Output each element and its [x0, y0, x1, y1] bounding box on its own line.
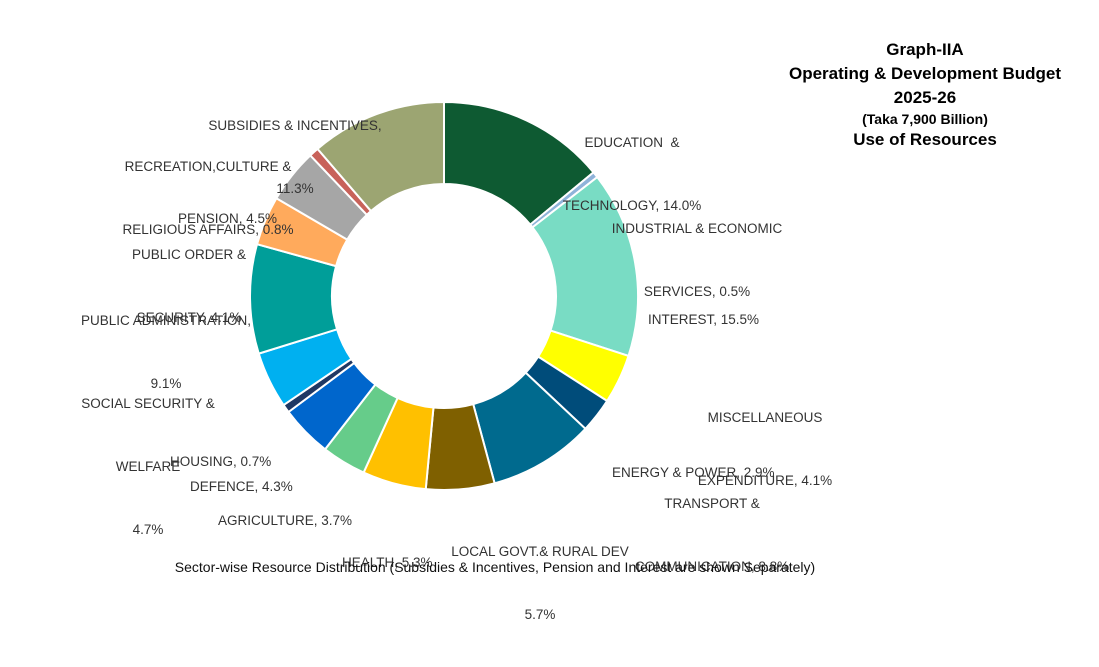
slice-label-local-govt: LOCAL GOVT.& RURAL DEV 5.7%: [448, 499, 632, 667]
slice-label-education: EDUCATION & TECHNOLOGY, 14.0%: [552, 90, 712, 258]
slice-label-line: SECURITY, 4.1%: [136, 310, 242, 325]
slice-label-line: COMMUNICATION, 8.8%: [634, 559, 790, 574]
slice-label-line: TECHNOLOGY, 14.0%: [562, 198, 702, 213]
slice-label-line: INTEREST, 15.5%: [648, 312, 760, 327]
chart-title-line-5: Use of Resources: [853, 130, 997, 149]
slice-label-defence: DEFENCE, 4.3%: [190, 434, 293, 539]
slice-label-pension: PENSION, 4.5%: [178, 166, 277, 271]
slice-label-miscellaneous: MISCELLANEOUS EXPENDITURE, 4.1%: [690, 365, 840, 533]
slice-label-line: RECREATION,CULTURE &: [124, 159, 292, 174]
slice-label-energy: ENERGY & POWER, 2.9%: [612, 420, 775, 525]
slice-label-line: WELFARE: [115, 459, 181, 474]
slice-label-industrial: INDUSTRIAL & ECONOMIC SERVICES, 0.5%: [606, 176, 788, 344]
slice-label-transport: TRANSPORT & COMMUNICATION, 8.8%: [628, 451, 796, 619]
chart-title-line-3: 2025-26: [893, 88, 957, 107]
slice-label-line: SERVICES, 0.5%: [643, 284, 751, 299]
donut-svg: [249, 100, 639, 491]
chart-title-line-1: Graph-IIA: [886, 40, 964, 59]
slice-label-housing: HOUSING, 0.7%: [170, 409, 271, 514]
chart-title-line-4: (Taka 7,900 Billion): [862, 111, 988, 127]
slice-label-line: HEALTH, 5.3%: [342, 555, 433, 570]
donut-chart: Graph-IIA Operating & Development Budget…: [68, 38, 1080, 622]
slice-label-recreation: RECREATION,CULTURE & RELIGIOUS AFFAIRS, …: [118, 114, 298, 282]
slice-label-line: PUBLIC ADMINISTRATION,: [80, 313, 252, 328]
slice-label-line: RELIGIOUS AFFAIRS, 0.8%: [122, 222, 294, 237]
slice-label-line: EDUCATION &: [584, 135, 680, 150]
slice-label-line: SOCIAL SECURITY &: [81, 396, 215, 411]
chart-caption: Sector-wise Resource Distribution (Subsi…: [174, 559, 816, 575]
slice-label-line: ENERGY & POWER, 2.9%: [612, 465, 775, 480]
slice-label-public-order: PUBLIC ORDER & SECURITY, 4.1%: [126, 202, 252, 370]
slice-label-line: SUBSIDIES & INCENTIVES,: [208, 118, 382, 133]
chart-title-block: Graph-IIA Operating & Development Budget…: [770, 38, 1080, 152]
slice-label-health: HEALTH, 5.3%: [342, 510, 433, 615]
slice-label-line: 4.7%: [132, 522, 164, 537]
slice-label-line: 11.3%: [276, 181, 314, 196]
slice-label-line: DEFENCE, 4.3%: [190, 479, 293, 494]
slice-label-line: LOCAL GOVT.& RURAL DEV: [451, 544, 629, 559]
slice-label-line: MISCELLANEOUS: [707, 410, 823, 425]
slice-label-line: TRANSPORT &: [664, 496, 760, 511]
chart-title-line-2: Operating & Development Budget: [788, 64, 1062, 83]
donut-slice-subsidies-incentives: [316, 100, 445, 213]
slice-label-line: 9.1%: [150, 376, 182, 391]
slice-label-subsidies: SUBSIDIES & INCENTIVES, 11.3%: [200, 73, 390, 241]
slice-label-line: AGRICULTURE, 3.7%: [218, 513, 353, 528]
slice-label-line: EXPENDITURE, 4.1%: [697, 473, 833, 488]
slice-label-line: PENSION, 4.5%: [178, 211, 278, 226]
slice-label-line: PUBLIC ORDER &: [131, 247, 247, 262]
slice-label-social-security: SOCIAL SECURITY & WELFARE 4.7%: [70, 351, 226, 582]
slice-label-line: INDUSTRIAL & ECONOMIC: [611, 221, 783, 236]
slice-label-line: 5.7%: [524, 607, 556, 622]
slice-label-public-administration: PUBLIC ADMINISTRATION, 9.1%: [68, 268, 264, 436]
slice-label-agriculture: AGRICULTURE, 3.7%: [218, 468, 352, 573]
slice-label-line: HOUSING, 0.7%: [170, 454, 272, 469]
slice-label-interest: INTEREST, 15.5%: [648, 267, 759, 372]
